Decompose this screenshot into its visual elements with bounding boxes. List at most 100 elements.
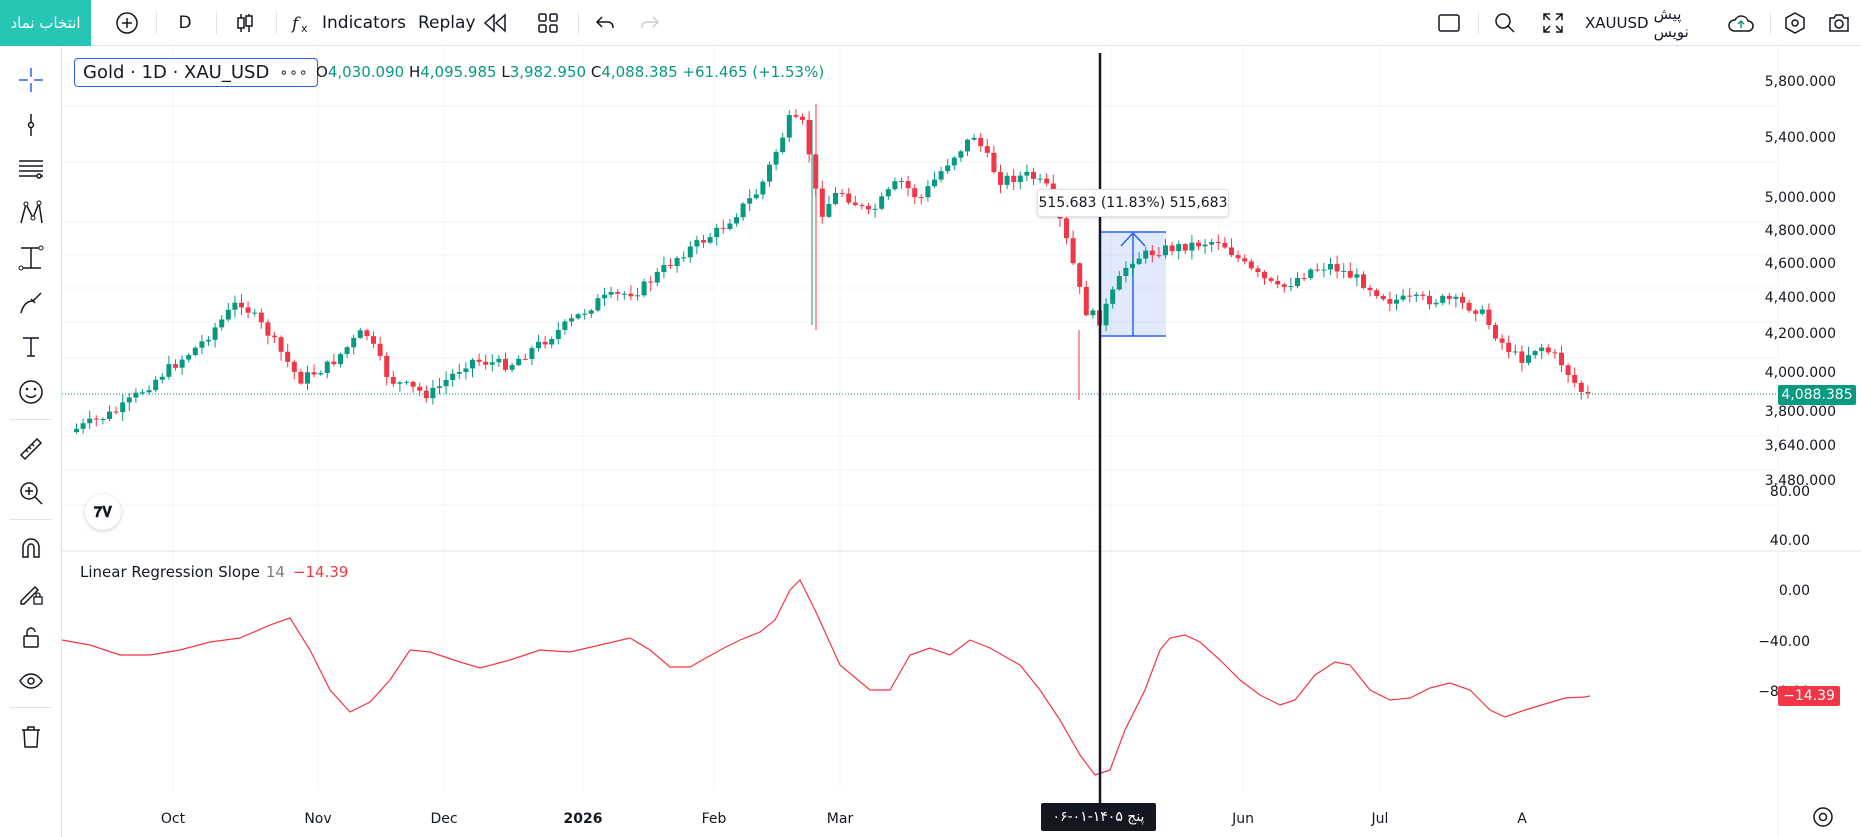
fib-tool[interactable] (11, 151, 51, 187)
hide-tool[interactable] (11, 663, 51, 699)
candle-body (1308, 269, 1314, 279)
candle-body (166, 364, 172, 377)
separator (10, 519, 52, 520)
candle-body (120, 402, 126, 413)
candle-body (159, 376, 165, 380)
candle-body (654, 272, 660, 283)
candle-body (377, 343, 383, 356)
trend-line-tool[interactable] (11, 107, 51, 143)
lock-all-tool[interactable] (11, 619, 51, 655)
candle-body (885, 189, 891, 197)
candle-body (1473, 310, 1479, 314)
quick-search-button[interactable] (1490, 0, 1520, 46)
price-tick-label: 5,400.000 (1765, 130, 1836, 146)
candle-body (1017, 175, 1023, 183)
candle-body (1037, 178, 1043, 180)
candle-body (998, 172, 1003, 185)
candle-body (1083, 286, 1089, 316)
price-range-measure[interactable] (1101, 231, 1166, 337)
settings-button[interactable] (1780, 0, 1810, 46)
text-tool[interactable] (11, 329, 51, 365)
time-tick-label: Mar (827, 811, 854, 827)
price-tick-label: 3,640.000 (1765, 438, 1836, 454)
emoji-tool[interactable] (11, 374, 51, 410)
candle-body (74, 428, 79, 432)
pattern-tool[interactable] (11, 195, 51, 231)
search-icon (1495, 13, 1515, 33)
candle-body (1394, 299, 1399, 304)
candle-body (1321, 269, 1327, 271)
candle-body (318, 372, 324, 375)
candle-body (252, 312, 258, 314)
layout-name[interactable]: XAUUSD پیش نویس (1585, 0, 1715, 46)
candle-body (199, 341, 205, 348)
axis-settings-icon[interactable] (1811, 805, 1835, 829)
candle-body (1532, 351, 1538, 356)
candle-body (1367, 287, 1373, 291)
draft-label: پیش نویس (1653, 5, 1689, 41)
interval-button[interactable]: D (178, 13, 192, 33)
snapshot-button[interactable] (1824, 0, 1854, 46)
magnet-tool[interactable] (11, 531, 51, 567)
candle-body (747, 198, 753, 204)
stay-drawing-tool[interactable] (11, 575, 51, 611)
chart-type-button[interactable] (230, 0, 260, 46)
add-symbol-button[interactable] (112, 0, 142, 46)
price-tick-label: 4,800.000 (1765, 223, 1836, 239)
symbol-search-button[interactable]: انتخاب نماد (0, 0, 91, 46)
candle-body (793, 115, 799, 117)
candle-body (1453, 296, 1459, 299)
candle-body (549, 339, 555, 345)
candle-body (846, 193, 852, 203)
slope-tick-label: 0.00 (1779, 583, 1810, 599)
zoom-in-icon (20, 482, 43, 505)
fullscreen-rect-button[interactable] (1434, 0, 1464, 46)
indicator-legend[interactable]: Linear Regression Slope 14 −14.39 (80, 563, 348, 581)
candle-body (958, 151, 964, 158)
candles (74, 104, 1591, 434)
candle-body (179, 359, 185, 368)
zoom-in-tool[interactable] (11, 475, 51, 511)
grid-icon (538, 13, 558, 33)
candle-body (80, 423, 86, 429)
separator (1770, 12, 1771, 34)
brush-tool[interactable] (11, 285, 51, 321)
candle-body (126, 397, 132, 403)
cloud-save-button[interactable] (1724, 0, 1758, 46)
layouts-button[interactable] (533, 0, 563, 46)
time-axis[interactable]: OctNovDec2026FebMarMayJunJulA (161, 811, 1527, 827)
candle-body (344, 347, 350, 354)
ruler-tool[interactable] (11, 431, 51, 467)
candle-body (93, 418, 99, 420)
price-axis[interactable]: 5,800.000 5,400.000 5,000.000 4,800.000 4,60… (1765, 74, 1836, 489)
symbol-legend[interactable]: Gold · 1D · XAU_USD ∘∘∘ (74, 58, 318, 87)
projection-tool[interactable] (11, 240, 51, 276)
replay-label: Replay (418, 13, 476, 33)
candle-body (925, 186, 931, 198)
redo-button[interactable] (635, 0, 665, 46)
tradingview-logo[interactable]: 𝟕𝐕 (85, 494, 121, 530)
slope-tick-label: −40.00 (1758, 634, 1810, 650)
expand-icon (1543, 13, 1563, 33)
fullscreen-button[interactable] (1538, 0, 1568, 46)
separator (276, 12, 277, 34)
candle-body (1262, 272, 1267, 279)
replay-button[interactable]: Replay (418, 0, 518, 46)
candle-body (892, 181, 898, 190)
legend-more-icon[interactable]: ∘∘∘ (279, 64, 309, 81)
price-tick-label: 4,000.000 (1765, 365, 1836, 381)
candle-body (628, 293, 634, 297)
change-value: +61.465 (+1.53%) (682, 63, 825, 81)
candle-body (1328, 263, 1333, 270)
candle-body (410, 381, 416, 387)
crosshair-tool[interactable] (11, 62, 51, 98)
candle-body (661, 264, 667, 273)
remove-tool[interactable] (11, 719, 51, 755)
chart-canvas[interactable]: 5,800.000 5,400.000 5,000.000 4,800.000 4,60… (62, 47, 1861, 837)
candle-body (489, 362, 495, 365)
candle-body (674, 258, 680, 267)
undo-button[interactable] (590, 0, 620, 46)
candle-body (1341, 270, 1347, 272)
